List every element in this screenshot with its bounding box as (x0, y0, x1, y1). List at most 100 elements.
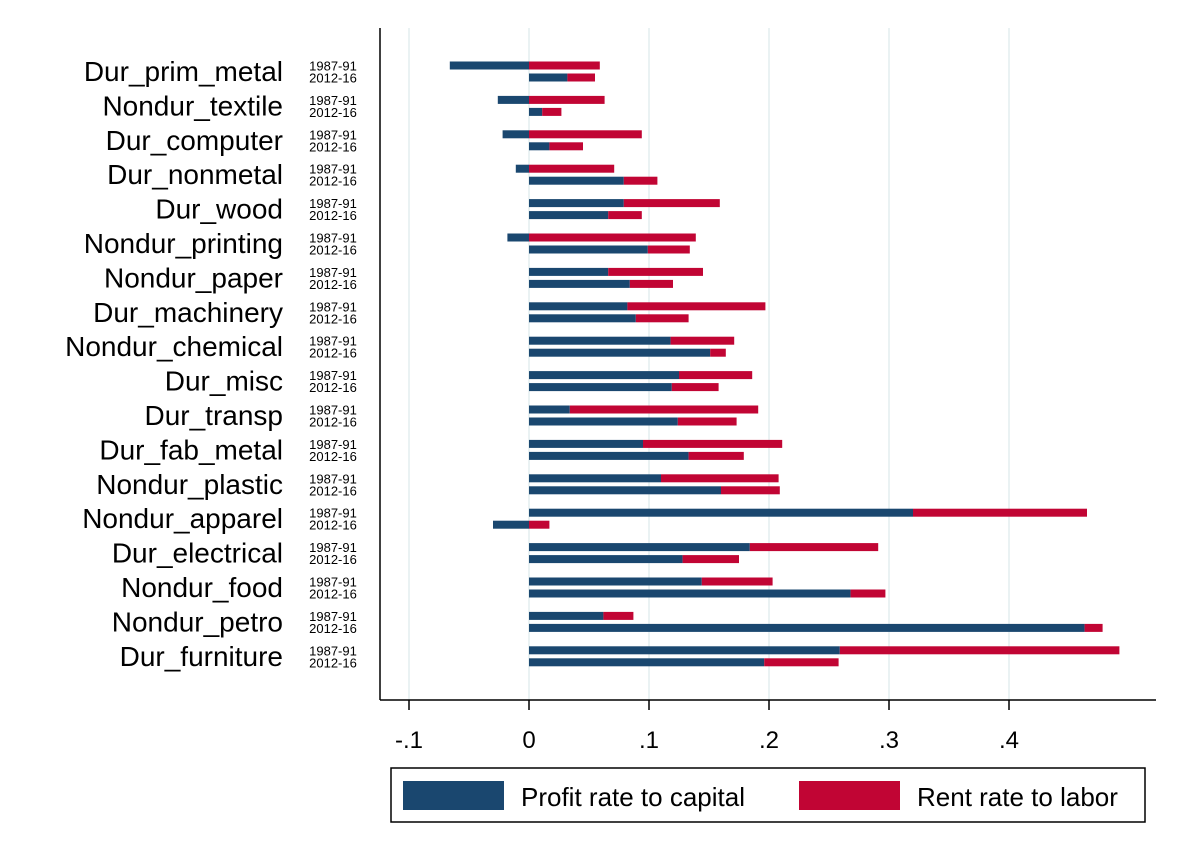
bar-rent (623, 176, 658, 185)
period-label: 2012-16 (309, 105, 357, 120)
bar-rent (671, 383, 719, 392)
bar-rent (913, 508, 1087, 517)
legend-swatch-rent (799, 781, 900, 810)
legend-label-rent: Rent rate to labor (917, 782, 1118, 812)
period-label: 1987-91 (309, 265, 357, 280)
bar-rent (721, 486, 780, 495)
period-label: 1987-91 (309, 93, 357, 108)
bar-rent (682, 555, 739, 564)
bar-rent (629, 279, 673, 288)
period-label: 1987-91 (309, 368, 357, 383)
category-label: Nondur_textile (102, 90, 283, 121)
bar-profit (529, 439, 643, 448)
bar-profit (529, 279, 630, 288)
bar-rent (679, 371, 753, 380)
category-label: Nondur_paper (104, 262, 283, 293)
bar-rent (529, 164, 615, 173)
bar-profit (529, 107, 543, 116)
category-label: Dur_misc (165, 366, 283, 397)
bar-profit (529, 267, 609, 276)
bar-profit (529, 508, 913, 517)
bar-profit (529, 302, 628, 311)
bar-profit (529, 314, 636, 323)
period-label: 2012-16 (309, 483, 357, 498)
period-label: 2012-16 (309, 621, 357, 636)
bar-rent (529, 61, 600, 70)
category-label: Dur_transp (144, 400, 283, 431)
bar-rent (839, 646, 1120, 655)
period-label: 1987-91 (309, 334, 357, 349)
category-label: Dur_fab_metal (99, 434, 283, 465)
x-axis-ticks: -.1 0 .1 .2 .3 .4 (395, 700, 1019, 754)
bar-profit (515, 164, 529, 173)
period-label: 2012-16 (309, 380, 357, 395)
bar-profit (529, 199, 624, 208)
period-label: 2012-16 (309, 587, 357, 602)
category-label: Dur_prim_metal (84, 56, 283, 87)
bar-profit (529, 658, 765, 667)
bar-profit (529, 348, 711, 357)
bar-profit (497, 95, 529, 104)
bars (449, 61, 1120, 667)
period-label: 2012-16 (309, 311, 357, 326)
bar-rent (542, 107, 562, 116)
period-label: 2012-16 (309, 139, 357, 154)
x-tick-label: .1 (639, 727, 659, 754)
bar-profit (449, 61, 529, 70)
period-label: 1987-91 (309, 403, 357, 418)
period-label: 1987-91 (309, 299, 357, 314)
bar-rent (608, 267, 703, 276)
bar-rent (749, 543, 879, 552)
bar-rent (670, 336, 735, 345)
period-label: 2012-16 (309, 346, 357, 361)
category-label: Nondur_plastic (96, 469, 283, 500)
bar-profit (529, 142, 550, 151)
bar-profit (529, 486, 721, 495)
bar-rent (569, 405, 759, 414)
category-label: Nondur_printing (84, 228, 283, 259)
category-label: Dur_furniture (120, 641, 283, 672)
bar-profit (529, 577, 702, 586)
period-label: 2012-16 (309, 277, 357, 292)
y-axis-labels: Dur_prim_metal 1987-912012-16Nondur_texti… (65, 56, 357, 672)
bar-profit (529, 211, 609, 220)
period-label: 1987-91 (309, 127, 357, 142)
bar-rent (627, 302, 766, 311)
bar-profit (529, 555, 683, 564)
category-label: Dur_wood (155, 194, 283, 225)
bar-rent (688, 451, 744, 460)
x-tick-label: .3 (879, 727, 899, 754)
bar-rent (529, 520, 550, 529)
bar-rent (647, 245, 690, 254)
bar-rent (623, 199, 720, 208)
bar-rent (529, 233, 696, 242)
category-label: Nondur_apparel (82, 503, 283, 534)
bar-rent (661, 474, 779, 483)
bar-rent (529, 130, 642, 139)
category-label: Nondur_food (121, 572, 283, 603)
bar-profit (529, 543, 750, 552)
period-label: 1987-91 (309, 437, 357, 452)
period-label: 1987-91 (309, 506, 357, 521)
category-label: Dur_electrical (112, 538, 283, 569)
period-label: 2012-16 (309, 518, 357, 533)
bar-profit (529, 646, 840, 655)
period-label: 2012-16 (309, 552, 357, 567)
x-tick-label: -.1 (395, 727, 423, 754)
bar-rent (710, 348, 726, 357)
category-label: Nondur_petro (112, 606, 283, 637)
period-label: 1987-91 (309, 162, 357, 177)
bar-profit (529, 611, 604, 620)
category-label: Dur_machinery (93, 297, 283, 328)
category-label: Nondur_chemical (65, 331, 283, 362)
period-label: 1987-91 (309, 609, 357, 624)
x-tick-label: .2 (759, 727, 779, 754)
bar-rent (603, 611, 634, 620)
bar-rent (701, 577, 773, 586)
bar-profit (529, 417, 678, 426)
gridlines (408, 28, 1010, 700)
period-label: 1987-91 (309, 59, 357, 74)
bar-rent (677, 417, 737, 426)
bar-rent (529, 95, 605, 104)
